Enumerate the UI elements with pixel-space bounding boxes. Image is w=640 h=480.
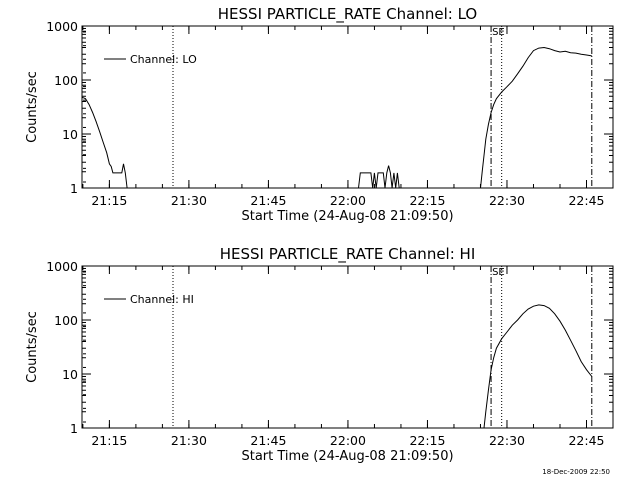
- series-line: [483, 304, 593, 429]
- x-tick-label: 22:15: [409, 193, 445, 208]
- event-marker-label: SE: [492, 267, 505, 278]
- series-line: [81, 96, 128, 189]
- y-tick-label: 1: [70, 181, 78, 196]
- x-tick-label: 22:00: [330, 433, 366, 448]
- footer-timestamp: 18-Dec-2009 22:50: [542, 468, 610, 476]
- y-axis-label: Counts/sec: [25, 71, 40, 143]
- panel-lo: HESSI PARTICLE_RATE Channel: LO Counts/se…: [25, 5, 614, 224]
- y-tick-label: 100: [54, 313, 78, 328]
- x-tick-label: 21:30: [171, 433, 207, 448]
- x-tick-label: 22:00: [330, 193, 366, 208]
- x-tick-label: 22:15: [409, 433, 445, 448]
- x-tick-label: 21:15: [91, 433, 127, 448]
- y-tick-label: 10: [62, 127, 78, 142]
- y-tick-label: 100: [54, 73, 78, 88]
- event-marker-label: SE: [492, 27, 505, 38]
- x-tick-label: 22:30: [489, 193, 525, 208]
- x-tick-label: 21:30: [171, 193, 207, 208]
- series-line: [480, 46, 592, 189]
- x-tick-label: 22:45: [568, 193, 604, 208]
- x-tick-label: 22:45: [568, 433, 604, 448]
- x-tick-label: 21:45: [250, 433, 286, 448]
- series-line: [358, 165, 400, 189]
- chart-title: HESSI PARTICLE_RATE Channel: LO: [218, 5, 477, 24]
- plot-frame: [81, 265, 614, 429]
- x-tick-label: 22:30: [489, 433, 525, 448]
- x-axis-label: Start Time (24-Aug-08 21:09:50): [241, 449, 453, 464]
- y-tick-label: 1: [70, 421, 78, 436]
- x-axis-label: Start Time (24-Aug-08 21:09:50): [241, 209, 453, 224]
- y-tick-label: 1000: [46, 259, 78, 274]
- x-tick-label: 21:15: [91, 193, 127, 208]
- y-tick-label: 10: [62, 367, 78, 382]
- y-axis-label: Counts/sec: [25, 311, 40, 383]
- legend-label: Channel: LO: [130, 53, 197, 66]
- x-tick-label: 21:45: [250, 193, 286, 208]
- chart-title: HESSI PARTICLE_RATE Channel: HI: [220, 245, 476, 264]
- legend-label: Channel: HI: [130, 293, 194, 306]
- y-tick-label: 1000: [46, 19, 78, 34]
- panel-hi: HESSI PARTICLE_RATE Channel: HI Counts/se…: [25, 245, 614, 464]
